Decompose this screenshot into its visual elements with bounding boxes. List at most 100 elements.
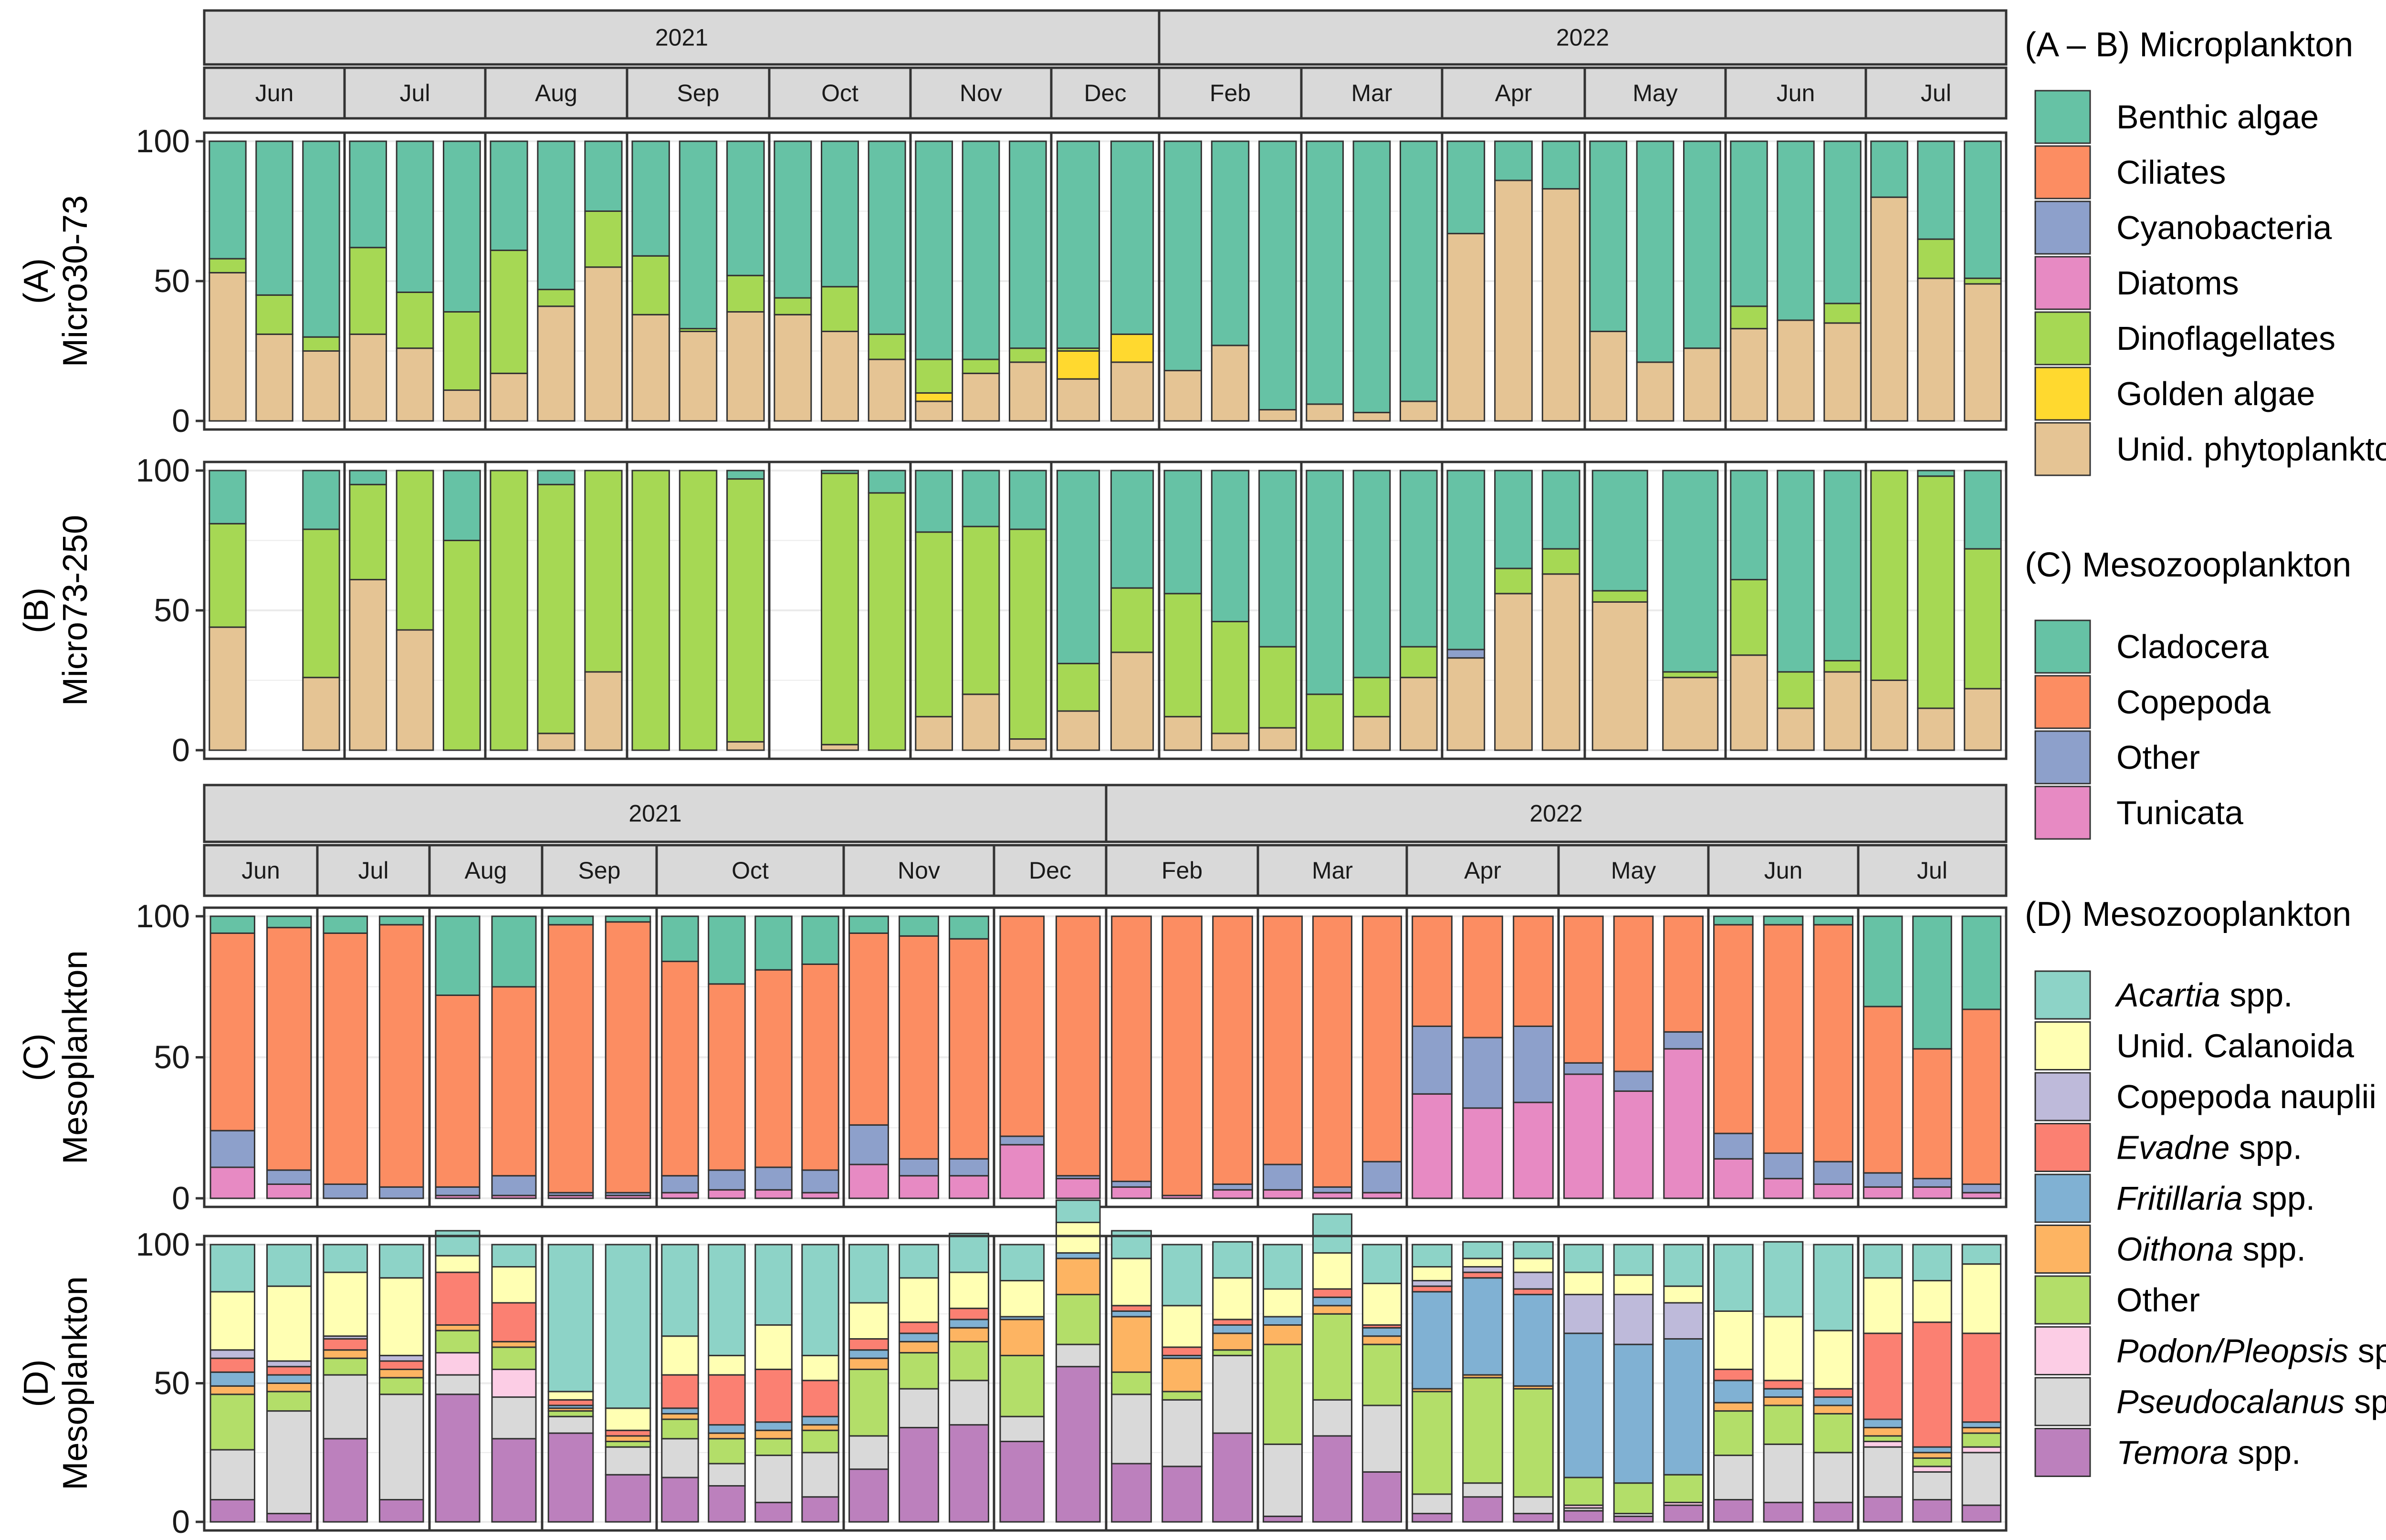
bar-segment [378, 1393, 424, 1501]
month-label: Jul [1921, 80, 1951, 106]
bar-segment [801, 1380, 839, 1417]
bar-segment [584, 140, 623, 212]
bar-segment [1513, 1513, 1554, 1523]
bar [537, 470, 576, 751]
bar-segment [708, 1354, 746, 1376]
bar-segment [1462, 1257, 1503, 1268]
bar-segment [1683, 140, 1721, 349]
bar-segment [1008, 738, 1047, 751]
bar-segment [1823, 140, 1862, 304]
bar-segment [1056, 470, 1100, 664]
bar [1863, 1244, 1903, 1523]
bar-segment [899, 915, 939, 937]
bar-segment [435, 1374, 481, 1395]
bar-segment [1513, 1294, 1554, 1387]
bar-segment [1462, 1037, 1503, 1109]
bar-segment [435, 994, 481, 1188]
legend-label-suffix: spp. [2229, 1434, 2301, 1471]
bar-segment [962, 525, 1000, 695]
bar [442, 140, 481, 422]
bar-segment [378, 1368, 424, 1379]
bar-segment [1110, 651, 1154, 751]
bar-segment [726, 311, 765, 422]
bar-segment [1961, 1263, 2002, 1334]
bar-segment [801, 1354, 839, 1382]
bar-segment [848, 1338, 889, 1351]
bar-segment [435, 1230, 481, 1257]
bar-segment [490, 470, 528, 751]
bar-segment [1258, 646, 1297, 729]
bar-segment [323, 932, 368, 1185]
legend-key [2034, 1173, 2091, 1223]
bar-segment [266, 1360, 312, 1368]
bar-segment [1763, 924, 1804, 1154]
year-strip [203, 9, 1161, 66]
bar-segment [378, 924, 424, 1188]
bar-segment [323, 1244, 368, 1273]
bar-segment [1863, 1277, 1903, 1334]
bar [661, 915, 699, 1199]
bar-segment [1912, 1457, 1952, 1467]
bar-segment [708, 1244, 746, 1356]
bar-segment [1361, 1471, 1402, 1523]
bar-segment [1713, 1499, 1754, 1523]
legend-label-italic: Fritillaria [2116, 1180, 2242, 1217]
legend-label: Cyanobacteria [2116, 209, 2332, 246]
bar [1663, 1244, 1704, 1523]
y-axis-title-line: (B) [17, 587, 55, 633]
bar-segment [1055, 915, 1101, 1177]
bar-segment [754, 969, 793, 1168]
y-tick-label: 50 [154, 263, 190, 299]
bar [754, 1244, 793, 1523]
panel-B: 0 50 100 (B)Micro73-250 [17, 452, 2008, 768]
bar-segment [631, 255, 670, 315]
bar-segment [1683, 347, 1721, 422]
bar-segment [1917, 707, 1955, 751]
bar-segment [1056, 662, 1100, 712]
bar-segment [491, 1346, 537, 1370]
bar [1306, 470, 1344, 751]
bar-segment [1312, 1435, 1353, 1523]
bar-segment [1863, 1496, 1903, 1523]
bar-segment [868, 492, 906, 751]
bar-segment [708, 1374, 746, 1426]
legend-label: Oithona spp. [2116, 1231, 2306, 1268]
month-strip [1105, 844, 1259, 897]
bar [679, 140, 718, 422]
month-label: Mar [1312, 857, 1353, 884]
bar-segment [605, 1441, 651, 1448]
legend-label: Cladocera [2116, 628, 2269, 665]
bar-segment [661, 1374, 699, 1409]
bar-segment [631, 140, 670, 257]
bar-segment [1863, 1426, 1903, 1437]
month-label: May [1611, 857, 1656, 884]
bar-segment [491, 986, 537, 1177]
bar-segment [848, 1124, 889, 1165]
bar-segment [1212, 1183, 1253, 1191]
bar-segment [1730, 140, 1768, 307]
bar [378, 1244, 424, 1523]
bar-segment [848, 1468, 889, 1523]
bar [1591, 470, 1648, 751]
bar-segment [1110, 470, 1154, 589]
bar-segment [1863, 1435, 1903, 1443]
bar-segment [1964, 277, 2002, 285]
y-axis-title-line: Mesoplankton [56, 1276, 94, 1490]
bar-segment [491, 1396, 537, 1440]
bar-segment [1870, 680, 1908, 751]
bar-segment [1162, 1244, 1203, 1307]
bar-segment [491, 1368, 537, 1398]
bar-segment [266, 1183, 312, 1199]
bar-segment [1306, 470, 1344, 695]
bar-segment [1211, 345, 1250, 422]
bar-segment [1912, 1186, 1952, 1199]
bar-segment [1863, 1446, 1903, 1498]
month-label: Apr [1464, 857, 1501, 884]
bar-segment [1162, 1391, 1203, 1401]
panel-border [1864, 131, 2008, 431]
bar-segment [1399, 470, 1438, 648]
bar-segment [915, 392, 953, 402]
legend-group: (C) Mesozooplankton Cladocera Copepoda Othe… [2025, 546, 2351, 840]
bar-segment [1713, 1244, 1754, 1312]
legend-key [2034, 256, 2091, 310]
